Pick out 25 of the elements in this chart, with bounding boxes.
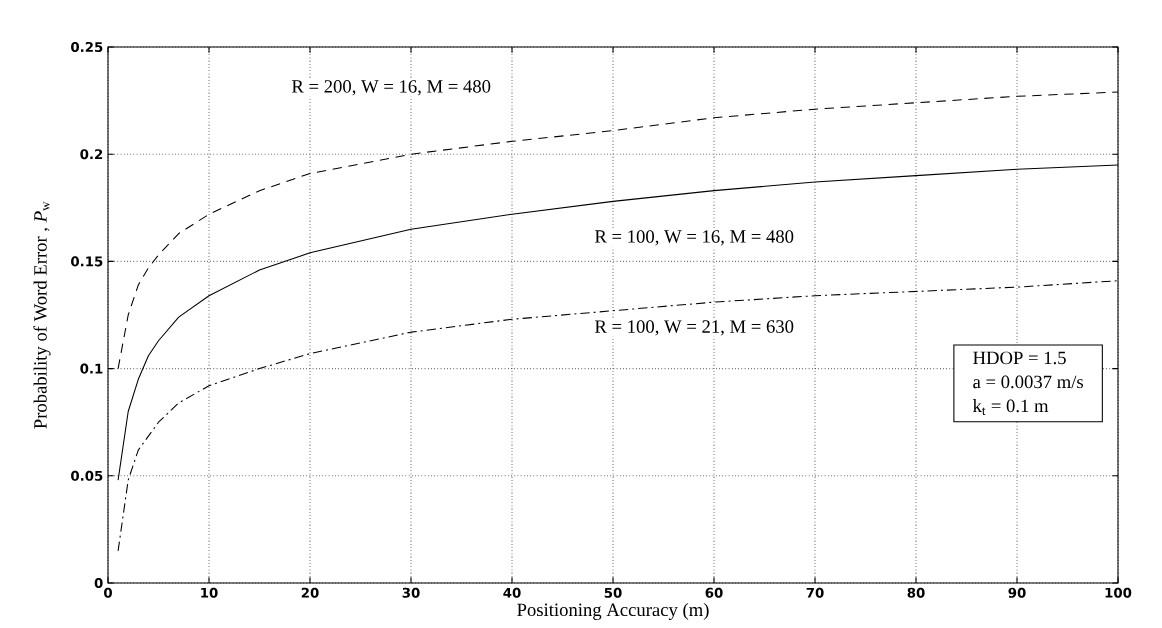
y-tick-label: 0	[94, 577, 103, 589]
x-tick-label: 30	[402, 587, 420, 598]
x-tick-label: 100	[1105, 587, 1132, 598]
y-tick-label: 0.25	[71, 41, 103, 53]
annotation: HDOP = 1.5	[973, 351, 1066, 365]
y-tick-label: 0.05	[71, 470, 103, 481]
x-tick-label: 80	[907, 587, 925, 598]
x-tick-label: 40	[503, 587, 521, 598]
series-label: R = 100, W = 16, M = 480	[594, 230, 794, 246]
x-tick-label: 0	[104, 587, 112, 598]
y-tick-label: 0.15	[71, 256, 103, 267]
y-tick-label: 0.1	[80, 363, 103, 374]
x-tick-label: 90	[1008, 587, 1026, 598]
x-tick-label: 70	[806, 587, 824, 598]
text: R = 200, W = 16, M = 480	[291, 80, 491, 96]
annotation: k$_{t}$ = 0.1 m	[972, 399, 1049, 415]
x-tick-label: 10	[201, 587, 218, 598]
y-tick-label: 0.2	[80, 149, 103, 160]
x-tick-label: 20	[301, 587, 319, 598]
x-tick-label: 50	[604, 587, 622, 598]
annotation: a = 0.0037 m/s	[973, 375, 1083, 389]
x-tick-label: 60	[705, 587, 723, 598]
y-axis-title: Probability of Word Error , P$_{w}$	[33, 201, 51, 429]
series-label: R = 100, W = 21, M = 630	[594, 320, 794, 336]
x-axis-title: Positioning Accuracy (m)	[517, 602, 709, 620]
